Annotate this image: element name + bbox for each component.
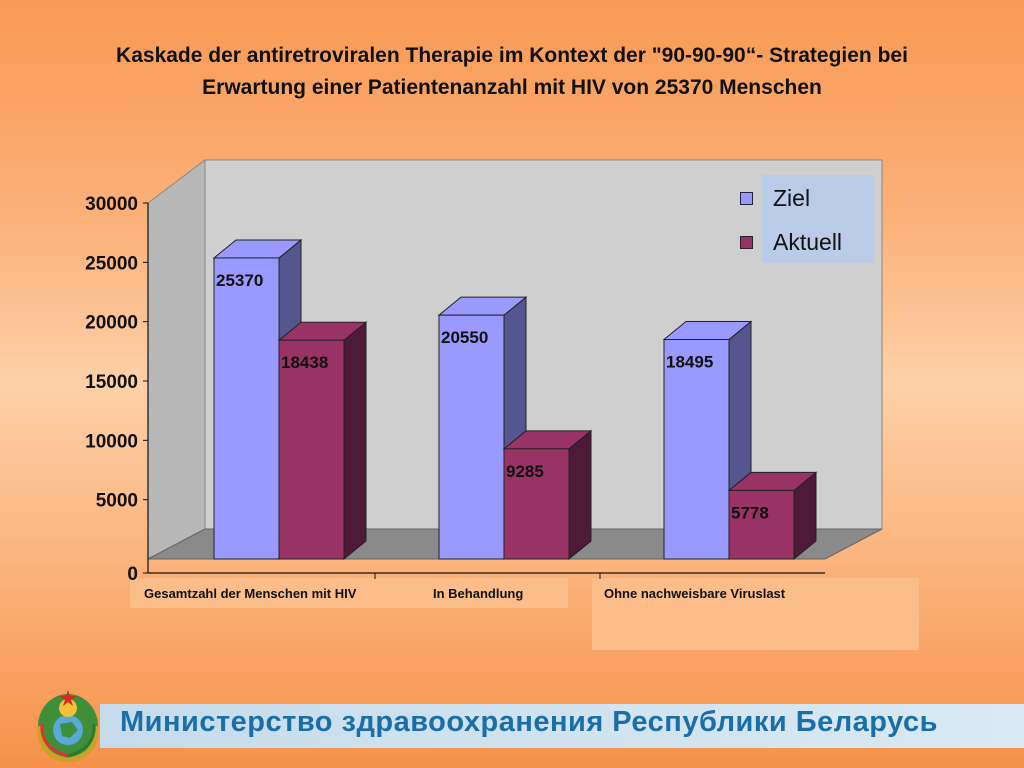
bar-aktuell-3-value-label: 5778 <box>731 503 769 522</box>
bar-ziel-1 <box>213 257 280 560</box>
bar-ziel-3-value-label: 18495 <box>666 353 713 372</box>
chart-title-line1: Kaskade der antiretroviralen Therapie im… <box>116 44 908 67</box>
bar-ziel-1-value-label: 25370 <box>216 271 263 290</box>
category-label-2: In Behandlung <box>433 586 524 601</box>
category-label-3: Ohne nachweisbare Viruslast <box>604 586 786 601</box>
category-label-1: Gesamtzahl der Menschen mit HIV <box>144 586 357 601</box>
belarus-emblem-icon <box>37 690 99 762</box>
bar-ziel-3 <box>663 339 730 560</box>
y-tick-label-30000: 30000 <box>85 194 138 215</box>
y-tick-label-20000: 20000 <box>85 313 138 334</box>
footer-ministry-name: Министерство здравоохранения Республики … <box>120 706 939 738</box>
bar-ziel-2-value-label: 20550 <box>441 328 488 347</box>
bar-aktuell-1 <box>278 339 345 560</box>
y-tick-label-5000: 5000 <box>96 491 138 512</box>
legend-item-aktuell: Aktuell <box>740 229 842 256</box>
bar-aktuell-2-side <box>568 429 592 561</box>
category-label-panel-left <box>130 578 568 608</box>
legend-item-ziel: Ziel <box>740 185 810 212</box>
chart-title: Kaskade der antiretroviralen Therapie im… <box>10 40 1014 104</box>
y-tick-label-25000: 25000 <box>85 253 138 274</box>
legend-box <box>762 175 874 263</box>
y-tick-label-0: 0 <box>127 564 138 585</box>
bar-aktuell-1-value-label: 18438 <box>281 353 328 372</box>
bar-aktuell-3 <box>728 489 795 560</box>
legend-swatch-ziel <box>740 192 753 205</box>
bar-ziel-2 <box>438 314 505 560</box>
bar-aktuell-2-value-label: 9285 <box>506 462 544 481</box>
legend-label-aktuell: Aktuell <box>773 229 843 255</box>
side-wall <box>147 158 206 560</box>
bar-aktuell-2 <box>503 448 570 560</box>
legend-swatch-aktuell <box>740 236 753 249</box>
legend-label-ziel: Ziel <box>773 185 811 211</box>
y-tick-label-10000: 10000 <box>85 431 138 452</box>
footer-bar <box>100 704 1024 748</box>
y-tick-label-15000: 15000 <box>85 372 138 393</box>
bar-aktuell-1-side <box>343 321 367 561</box>
category-label-panel-right <box>592 578 919 650</box>
chart-title-line2: Erwartung einer Patientenanzahl mit HIV … <box>202 76 822 99</box>
